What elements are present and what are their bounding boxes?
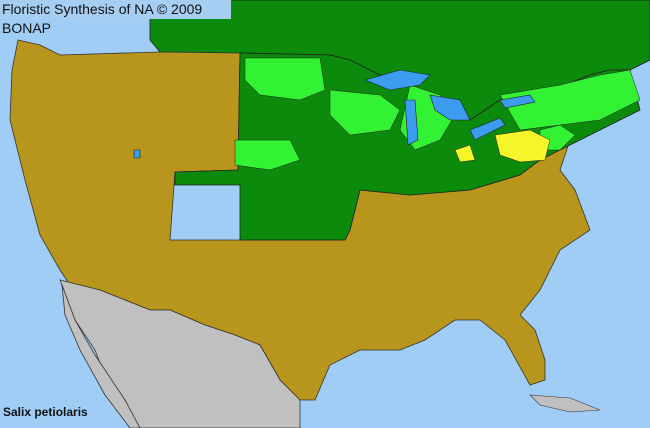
map-title: Floristic Synthesis of NA © 2009 BONAP [0,0,231,36]
cuba [529,394,601,413]
native-county-patches [234,57,641,171]
rare-county-patches [454,129,551,163]
great-lakes [133,69,536,159]
baja-california [61,284,141,428]
species-label: Salix petiolaris [3,405,88,419]
